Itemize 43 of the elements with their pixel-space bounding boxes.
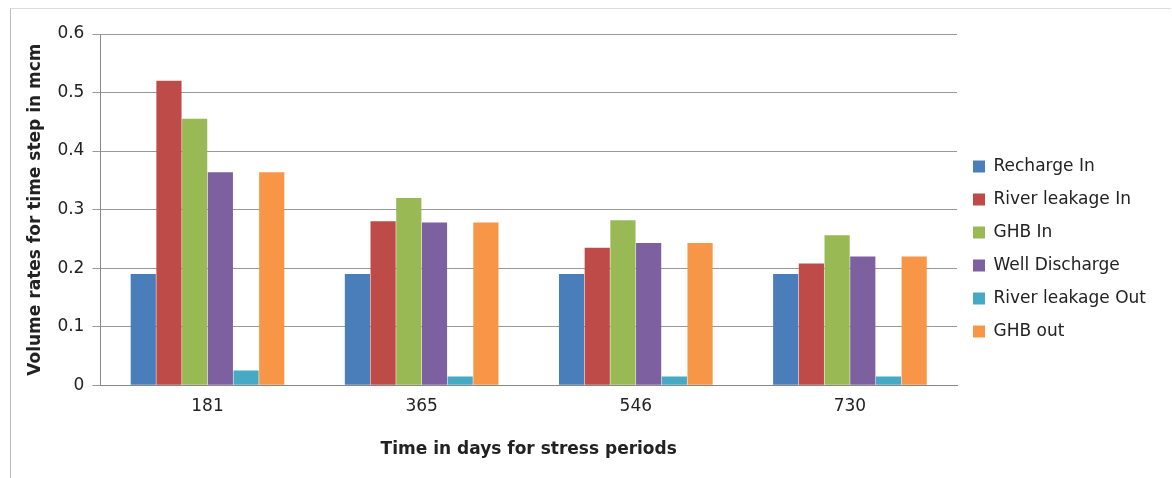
bar <box>875 376 902 385</box>
legend-label: Well Discharge <box>993 253 1120 274</box>
bar <box>824 235 850 385</box>
y-tick-label: 0.2 <box>57 256 85 277</box>
bar <box>687 242 713 385</box>
x-tick-label: 730 <box>833 394 867 415</box>
bar <box>901 256 927 385</box>
bar <box>207 172 233 385</box>
legend-label: Recharge In <box>993 154 1095 175</box>
bar <box>130 273 156 385</box>
x-tick-label: 181 <box>191 394 224 415</box>
bar <box>421 222 448 385</box>
y-axis-title: Volume rates for time step in mcm <box>23 43 44 376</box>
bar <box>370 221 396 385</box>
y-tick-label: 0 <box>73 373 85 394</box>
bar <box>798 263 824 385</box>
bar <box>610 220 636 385</box>
x-axis-title: Time in days for stress periods <box>380 438 677 459</box>
x-tick-label: 546 <box>619 394 653 415</box>
y-tick-label: 0.5 <box>57 80 85 101</box>
bar <box>850 256 876 385</box>
bar <box>661 376 687 385</box>
legend-label: GHB out <box>993 319 1065 340</box>
bar <box>259 172 285 385</box>
bar <box>156 80 182 385</box>
legend-label: River leakage In <box>993 187 1131 208</box>
x-tick-label: 365 <box>405 394 438 415</box>
legend-label: GHB In <box>993 220 1053 241</box>
y-tick-label: 0.6 <box>57 22 85 43</box>
bar <box>558 273 585 385</box>
bar <box>233 370 259 385</box>
legend-label: River leakage Out <box>993 286 1147 307</box>
bar <box>182 118 208 385</box>
y-tick-label: 0.4 <box>57 139 85 160</box>
bar <box>636 242 662 385</box>
y-tick-label: 0.3 <box>57 198 85 219</box>
y-tick-label: 0.1 <box>57 315 85 336</box>
bar <box>344 273 370 385</box>
bar <box>584 247 610 385</box>
bar <box>473 222 499 385</box>
bar <box>773 273 799 385</box>
bar <box>447 376 473 385</box>
bar <box>396 197 422 385</box>
